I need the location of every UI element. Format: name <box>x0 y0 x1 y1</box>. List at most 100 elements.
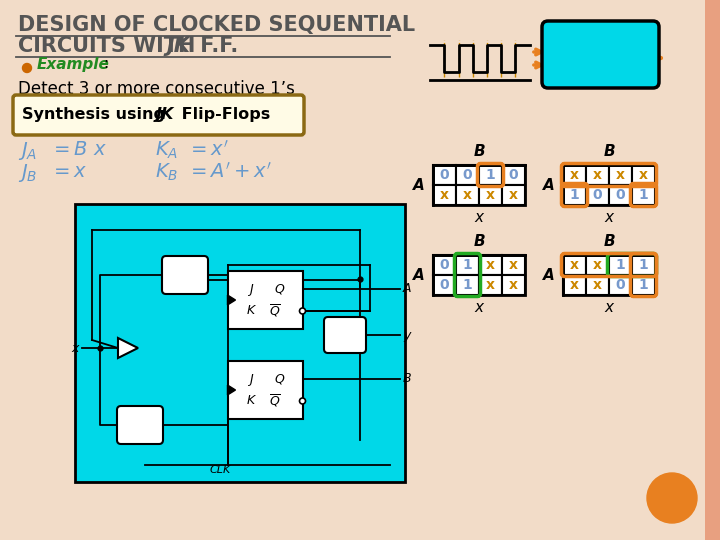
Text: Flip-Flops: Flip-Flops <box>176 107 270 123</box>
Bar <box>228 361 302 419</box>
Text: $= A' + x'$: $= A' + x'$ <box>187 162 272 182</box>
Text: 1: 1 <box>639 258 649 272</box>
Bar <box>705 0 720 540</box>
Bar <box>563 185 586 205</box>
Polygon shape <box>228 385 235 395</box>
Text: $K_B$: $K_B$ <box>155 162 179 183</box>
Text: 1: 1 <box>485 168 495 182</box>
Text: x: x <box>605 211 613 226</box>
Text: B: B <box>603 145 615 159</box>
FancyBboxPatch shape <box>542 21 659 88</box>
Bar <box>609 275 632 295</box>
Bar <box>632 185 655 205</box>
Text: 0: 0 <box>509 168 518 182</box>
Text: x: x <box>605 300 613 315</box>
Text: Q: Q <box>274 282 284 295</box>
Text: A: A <box>543 178 555 192</box>
Text: A: A <box>543 267 555 282</box>
Text: B: B <box>403 373 412 386</box>
FancyBboxPatch shape <box>13 95 304 135</box>
Bar <box>479 275 502 295</box>
Bar <box>433 165 456 185</box>
Text: x: x <box>486 258 495 272</box>
Text: x: x <box>71 341 79 354</box>
Bar <box>563 275 586 295</box>
Bar <box>609 185 632 205</box>
Text: $= x$: $= x$ <box>50 162 88 181</box>
Text: $= x'$: $= x'$ <box>187 140 229 160</box>
Text: x: x <box>463 188 472 202</box>
Text: x: x <box>486 188 495 202</box>
Text: x: x <box>486 278 495 292</box>
Bar <box>586 165 609 185</box>
Text: $J_A$: $J_A$ <box>18 140 37 162</box>
Circle shape <box>22 64 32 72</box>
Text: x: x <box>593 258 602 272</box>
Text: 0: 0 <box>616 188 625 202</box>
Text: x: x <box>616 168 625 182</box>
Bar <box>479 165 502 185</box>
Bar <box>433 165 525 205</box>
Bar <box>502 255 525 275</box>
Bar <box>632 255 655 275</box>
Text: CIRCUITS WITH: CIRCUITS WITH <box>18 36 202 56</box>
Text: $J_B$: $J_B$ <box>18 162 37 184</box>
Bar <box>586 275 609 295</box>
Text: B: B <box>603 234 615 249</box>
Bar <box>433 255 456 275</box>
Bar <box>433 255 525 295</box>
Text: Synthesis using: Synthesis using <box>22 107 171 123</box>
Text: 1: 1 <box>639 188 649 202</box>
FancyBboxPatch shape <box>162 256 208 294</box>
Text: A: A <box>403 282 412 295</box>
Text: x: x <box>509 258 518 272</box>
Text: 1: 1 <box>463 258 472 272</box>
Circle shape <box>300 308 305 314</box>
Text: $\overline{Q}$: $\overline{Q}$ <box>269 303 281 319</box>
Text: J: J <box>249 282 253 295</box>
Text: :: : <box>103 57 108 71</box>
Text: x: x <box>593 278 602 292</box>
Text: B: B <box>473 234 485 249</box>
Text: J: J <box>249 373 253 386</box>
Text: $K_A$: $K_A$ <box>155 140 178 161</box>
Bar <box>456 275 479 295</box>
Bar <box>609 255 632 275</box>
Text: Detect 3 or more consecutive 1’s: Detect 3 or more consecutive 1’s <box>18 80 295 98</box>
Bar <box>502 275 525 295</box>
Text: JK: JK <box>166 36 190 56</box>
Bar <box>563 255 655 295</box>
Text: 1: 1 <box>616 258 626 272</box>
Text: JK: JK <box>156 107 174 123</box>
Bar <box>563 165 586 185</box>
Text: DESIGN OF CLOCKED SEQUENTIAL: DESIGN OF CLOCKED SEQUENTIAL <box>18 15 415 35</box>
Text: 0: 0 <box>440 168 449 182</box>
Bar <box>586 255 609 275</box>
Text: x: x <box>440 188 449 202</box>
Text: y: y <box>403 328 410 341</box>
Text: x: x <box>509 278 518 292</box>
Text: 0: 0 <box>440 258 449 272</box>
Text: 0: 0 <box>463 168 472 182</box>
Text: A: A <box>413 267 425 282</box>
Text: CLK: CLK <box>210 465 230 475</box>
Text: x: x <box>570 278 579 292</box>
Text: Example: Example <box>37 57 110 71</box>
Text: A: A <box>413 178 425 192</box>
Bar <box>456 255 479 275</box>
Text: x: x <box>474 300 484 315</box>
Text: 1: 1 <box>570 188 580 202</box>
Bar <box>433 185 456 205</box>
FancyBboxPatch shape <box>117 406 163 444</box>
Bar <box>609 165 632 185</box>
Text: 0: 0 <box>593 188 603 202</box>
Text: x: x <box>639 168 648 182</box>
Text: F.F.: F.F. <box>193 36 238 56</box>
Bar <box>433 275 456 295</box>
Text: Q: Q <box>274 373 284 386</box>
Polygon shape <box>228 295 235 305</box>
Circle shape <box>300 398 305 404</box>
Polygon shape <box>118 338 138 358</box>
FancyBboxPatch shape <box>324 317 366 353</box>
Text: K: K <box>247 395 255 408</box>
